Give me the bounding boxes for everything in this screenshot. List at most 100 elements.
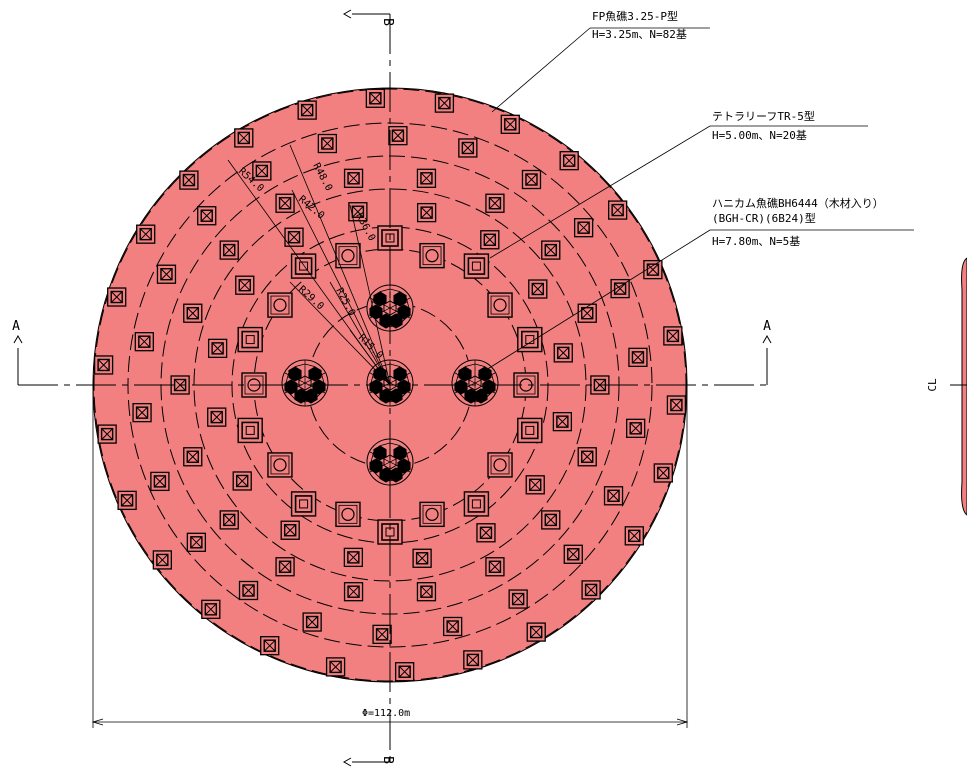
section-mark-a-right: A bbox=[763, 319, 771, 334]
fp-reef-unit bbox=[207, 338, 228, 359]
honeycomb-reef-unit bbox=[366, 438, 414, 486]
fp-reef-unit bbox=[458, 138, 478, 158]
fp-reef-unit bbox=[179, 170, 199, 190]
centerline-mark: CL bbox=[926, 378, 939, 392]
fp-reef-unit bbox=[581, 580, 601, 600]
fp-reef-unit bbox=[219, 240, 239, 260]
fp-reef-unit bbox=[201, 599, 221, 619]
honeycomb-reef-unit bbox=[281, 359, 329, 407]
fp-reef-unit bbox=[343, 168, 364, 188]
legend-fp-spec: H=3.25m、N=82基 bbox=[592, 28, 687, 41]
fp-reef-unit bbox=[628, 347, 648, 367]
fp-reef-unit bbox=[663, 326, 683, 346]
radius-leader bbox=[349, 329, 391, 386]
side-section-view bbox=[950, 257, 967, 516]
fp-reef-unit bbox=[500, 114, 520, 134]
fp-reef-unit bbox=[541, 510, 561, 530]
legend-tetra-title: テトラリーフTR-5型 bbox=[712, 109, 815, 123]
fp-reef-unit bbox=[93, 355, 114, 375]
fp-reef-unit bbox=[666, 395, 687, 415]
fp-reef-unit bbox=[552, 411, 573, 432]
tetra-reef-unit bbox=[335, 501, 361, 528]
legend-tetra-leader bbox=[489, 125, 711, 259]
tetra-reef-unit bbox=[487, 452, 513, 478]
fp-reef-unit bbox=[238, 580, 259, 601]
fp-reef-unit bbox=[416, 582, 437, 602]
fp-reef-unit bbox=[412, 548, 432, 568]
legend-honeycomb-title: ハニカム魚礁BH6444（木材入り） bbox=[712, 196, 884, 210]
fp-reef-unit bbox=[624, 526, 644, 546]
tetra-reef-unit bbox=[517, 417, 543, 444]
fp-reef-unit bbox=[521, 169, 542, 190]
tetra-reef-unit bbox=[463, 491, 490, 517]
fp-reef-unit bbox=[416, 168, 437, 188]
fp-reef-unit bbox=[577, 303, 597, 323]
fp-reef-unit bbox=[186, 532, 207, 552]
section-arrow-a-left bbox=[13, 334, 23, 344]
fp-reef-unit bbox=[626, 418, 646, 438]
section-arrow-b-bottom bbox=[342, 757, 352, 767]
section-mark-a-left: A bbox=[12, 319, 20, 334]
fp-reef-unit bbox=[284, 227, 304, 247]
tetra-reef-unit bbox=[419, 242, 445, 269]
fp-reef-unit bbox=[343, 547, 364, 568]
section-mark-b-top: B bbox=[380, 18, 395, 26]
fp-reef-unit bbox=[559, 151, 579, 171]
fp-reef-unit bbox=[573, 218, 594, 238]
fp-reef-unit bbox=[275, 193, 295, 213]
fp-reef-unit bbox=[280, 520, 300, 540]
fp-reef-unit bbox=[325, 657, 346, 677]
fp-reef-unit bbox=[156, 264, 177, 284]
fp-reef-unit bbox=[343, 582, 364, 602]
tetra-reef-unit bbox=[487, 292, 513, 318]
tetra-reef-unit bbox=[290, 491, 317, 517]
section-lines bbox=[13, 9, 967, 767]
fp-reef-unit bbox=[232, 471, 252, 491]
fp-reef-unit bbox=[260, 636, 280, 656]
fp-reef-unit bbox=[152, 550, 172, 570]
fp-reef-unit bbox=[541, 240, 561, 260]
radius-leader bbox=[289, 281, 391, 386]
fp-reef-unit bbox=[443, 616, 463, 637]
fp-reef-unit bbox=[183, 447, 203, 467]
radius-leader bbox=[329, 281, 391, 386]
fp-reef-unit bbox=[234, 128, 254, 148]
fp-reef-unit bbox=[107, 287, 127, 307]
fp-reef-unit bbox=[480, 230, 500, 250]
reef-units bbox=[93, 88, 687, 682]
fp-reef-unit bbox=[603, 486, 624, 506]
fp-reef-unit bbox=[372, 624, 392, 645]
diameter-label: Φ=112.0m bbox=[362, 708, 410, 719]
fp-reef-unit bbox=[525, 475, 545, 495]
radius-leader bbox=[349, 204, 391, 386]
tetra-reef-unit bbox=[290, 253, 317, 279]
fp-reef-unit bbox=[348, 202, 368, 222]
fp-reef-unit bbox=[117, 490, 137, 511]
fp-reef-unit bbox=[252, 161, 272, 181]
section-mark-b-bottom: B bbox=[380, 756, 395, 764]
legend-tetra-spec: H=5.00m、N=20基 bbox=[712, 129, 807, 142]
fp-reef-unit bbox=[317, 133, 337, 154]
tetra-reef-unit bbox=[267, 452, 293, 478]
fp-reef-unit bbox=[653, 463, 673, 483]
fp-reef-unit bbox=[132, 403, 152, 423]
tetra-reef-unit bbox=[267, 292, 293, 318]
fp-reef-unit bbox=[610, 278, 630, 299]
tetra-reef-unit bbox=[237, 417, 263, 444]
fp-reef-unit bbox=[463, 650, 483, 670]
fp-reef-unit bbox=[528, 279, 548, 299]
radius-leader bbox=[289, 144, 391, 386]
section-arrow-a-right bbox=[762, 334, 772, 344]
legend-fp-title: FP魚礁3.25-P型 bbox=[592, 9, 678, 23]
legend-honeycomb-title2: (BGH-CR)(6B24)型 bbox=[712, 211, 816, 225]
dimension-arrow-right bbox=[676, 718, 689, 726]
fp-reef-unit bbox=[219, 510, 239, 530]
fp-reef-unit bbox=[563, 544, 583, 564]
fp-reef-unit bbox=[297, 100, 317, 120]
legend-honeycomb-leader bbox=[477, 229, 711, 376]
fp-reef-unit bbox=[394, 662, 415, 682]
legend-honeycomb-spec: H=7.80m、N=5基 bbox=[712, 235, 800, 248]
fp-reef-unit bbox=[136, 224, 156, 244]
fp-reef-unit bbox=[485, 193, 505, 213]
